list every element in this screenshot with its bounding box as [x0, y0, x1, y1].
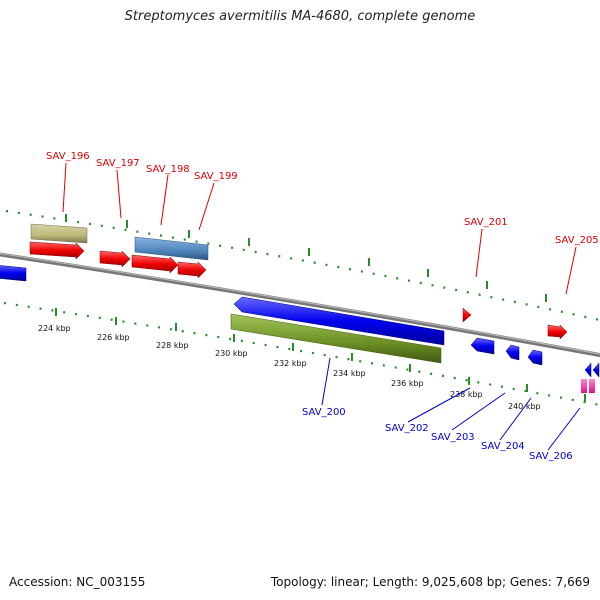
- gene-label-sav204[interactable]: SAV_204: [481, 441, 525, 452]
- genome-axis-highlight: [0, 253, 600, 355]
- gene-label-sav197[interactable]: SAV_197: [96, 158, 140, 169]
- gene-arrow-sav206b[interactable]: [592, 362, 600, 378]
- reverse-gene-labels: [321, 357, 581, 451]
- leader-sav201: [475, 228, 483, 278]
- forward-features: [29, 223, 568, 340]
- gene-arrow-sav199[interactable]: [177, 261, 207, 279]
- gene-label-sav200[interactable]: SAV_200: [302, 407, 346, 418]
- gene-label-sav199[interactable]: SAV_199: [194, 171, 238, 182]
- genome-summary-text: Topology: linear; Length: 9,025,608 bp; …: [270, 575, 590, 589]
- gene-arrow-sav200[interactable]: [233, 296, 445, 346]
- gene-bar-olive[interactable]: [230, 313, 442, 364]
- gene-arrow-sav206a[interactable]: [584, 362, 592, 378]
- leader-sav197: [116, 169, 122, 219]
- gene-arrow-sav205[interactable]: [547, 324, 568, 340]
- leader-sav200: [321, 357, 331, 406]
- gene-label-sav206[interactable]: SAV_206: [529, 451, 573, 462]
- genome-title: Streptomyces avermitilis MA-4680, comple…: [124, 9, 476, 24]
- gene-arrow-sav201[interactable]: [462, 307, 472, 323]
- tick-label-230: 230 kbp: [215, 349, 248, 358]
- tick-label-236: 236 kbp: [391, 379, 424, 388]
- gene-label-sav201[interactable]: SAV_201: [464, 217, 508, 228]
- gene-arrow-sav196[interactable]: [29, 241, 85, 260]
- gene-bar-tan[interactable]: [30, 223, 88, 244]
- tick-label-224: 224 kbp: [38, 324, 71, 333]
- gene-label-sav203[interactable]: SAV_203: [431, 432, 475, 443]
- leader-sav199: [198, 182, 215, 231]
- tick-label-238: 238 kbp: [450, 390, 483, 399]
- tick-label-232: 232 kbp: [274, 359, 307, 368]
- gene-label-sav196[interactable]: SAV_196: [46, 151, 90, 162]
- gene-arrow-sav197[interactable]: [99, 250, 131, 268]
- leader-sav204: [499, 397, 532, 441]
- gene-arrow-sav204[interactable]: [527, 349, 543, 366]
- reverse-features: [0, 265, 600, 393]
- tick-label-234: 234 kbp: [333, 369, 366, 378]
- tick-label-228: 228 kbp: [156, 341, 189, 350]
- gene-arrow-sav202[interactable]: [470, 337, 495, 355]
- genome-axis: [0, 252, 600, 358]
- leader-sav198: [160, 174, 169, 226]
- tick-label-226: 226 kbp: [97, 333, 130, 342]
- gene-bar-steel[interactable]: [134, 236, 209, 261]
- gene-bar-pink[interactable]: [589, 379, 595, 393]
- leader-sav205: [565, 246, 577, 295]
- leader-sav196: [62, 162, 67, 213]
- gene-arrow-sav203[interactable]: [505, 344, 520, 361]
- accession-text: Accession: NC_003155: [9, 575, 146, 589]
- upper-scale-ruler: [5, 209, 600, 322]
- gene-label-sav202[interactable]: SAV_202: [385, 423, 429, 434]
- gene-label-sav205[interactable]: SAV_205: [555, 235, 599, 246]
- gene-arrow-sav198[interactable]: [131, 254, 179, 274]
- gene-bar-pink[interactable]: [581, 379, 587, 393]
- forward-gene-labels: [62, 162, 577, 295]
- gene-arrow-left-edge[interactable]: [0, 265, 27, 282]
- gene-label-sav198[interactable]: SAV_198: [146, 164, 190, 175]
- leader-sav202: [407, 387, 471, 423]
- leader-sav206: [547, 407, 581, 451]
- leader-sav203: [451, 392, 506, 431]
